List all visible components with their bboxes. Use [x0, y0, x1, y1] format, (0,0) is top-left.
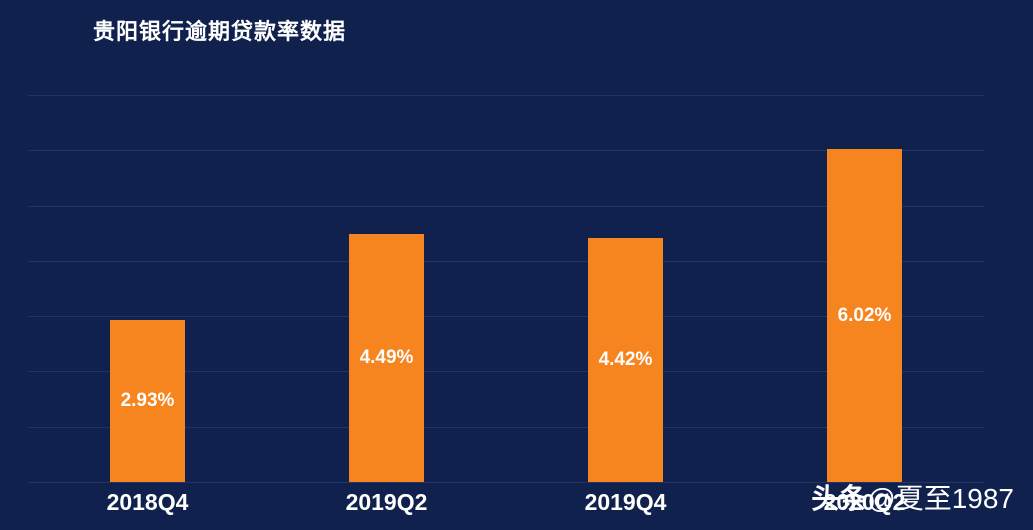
- bar-value-label: 6.02%: [837, 304, 892, 326]
- plot-area: 2.93% 2018Q4 4.49% 2019Q2 4.42% 2019Q4 6.02% 20…: [28, 95, 984, 515]
- bar-value-label: 4.42%: [598, 348, 653, 370]
- watermark-brand: 头条: [811, 483, 868, 514]
- gridline: [28, 205, 984, 207]
- bar-value-label: 4.49%: [359, 346, 414, 368]
- watermark-handle: @夏至1987: [867, 483, 1014, 514]
- gridline: [28, 316, 984, 318]
- bar-2018Q4: 2.93%: [110, 320, 185, 482]
- bar-2019Q2: 4.49%: [349, 233, 424, 482]
- x-axis-label-2019Q4: 2019Q4: [584, 489, 667, 515]
- gridline: [28, 426, 984, 428]
- gridline: [28, 482, 984, 483]
- watermark: 头条@夏至1987: [811, 484, 1014, 514]
- chart-title: 贵阳银行逾期贷款率数据: [93, 19, 347, 44]
- x-axis-label-2018Q4: 2018Q4: [106, 489, 189, 515]
- gridline: [28, 371, 984, 373]
- gridline: [28, 95, 984, 96]
- gridline: [28, 260, 984, 262]
- x-axis-label-2019Q2: 2019Q2: [345, 489, 428, 515]
- bar-2020Q2: 6.02%: [827, 149, 902, 482]
- gridline: [28, 150, 984, 152]
- bar-2019Q4: 4.42%: [588, 237, 663, 482]
- x-axis-label-2020Q2: 2020Q2: [823, 489, 906, 515]
- bar-value-label: 2.93%: [120, 390, 175, 411]
